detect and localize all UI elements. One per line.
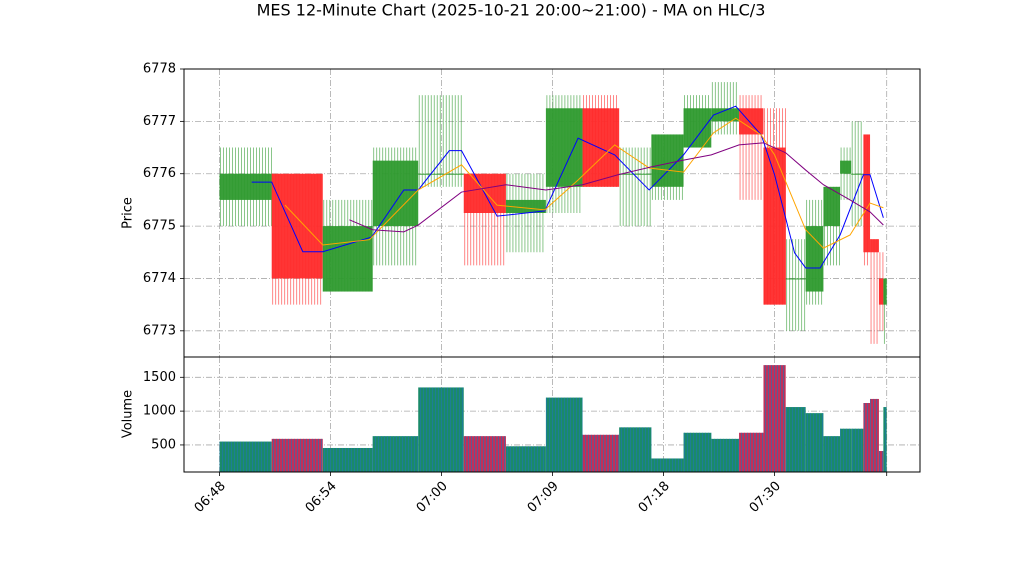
candle-body (683, 108, 712, 148)
volume-bar-stripe (878, 451, 884, 472)
y-tick-label: 6774 (143, 271, 176, 286)
volume-frame (183, 356, 921, 473)
candle-body (545, 108, 583, 187)
volume-bar-stripe (651, 458, 684, 472)
candle-body (739, 108, 764, 135)
candle-wick (418, 95, 464, 187)
moving-average-line (251, 105, 884, 269)
volume-axis-label: Volume (121, 390, 136, 438)
candle-body (878, 278, 884, 305)
y-tick-label: 6778 (143, 62, 176, 77)
volume-bar-stripe (851, 428, 864, 472)
candle-wick-group (870, 239, 878, 344)
candle-body (805, 226, 824, 292)
volume-bar-stripe (863, 403, 871, 472)
candle-body (505, 199, 546, 213)
volume-bar-stripe (763, 365, 786, 472)
candle-body (883, 278, 887, 305)
candle-body (619, 173, 652, 175)
volume-bar-stripe (505, 446, 546, 472)
moving-average-line (284, 117, 884, 249)
volume-bar-stripe (463, 436, 506, 472)
candle-body (711, 108, 740, 122)
y-tick-label: 1000 (143, 404, 176, 419)
volume-bar-stripe (805, 413, 824, 472)
volume-bar-stripe (372, 436, 419, 472)
y-tick-label: 1500 (143, 370, 176, 385)
y-tick-label: 6776 (143, 166, 176, 181)
candle-body (863, 134, 871, 253)
candle-body (372, 160, 419, 227)
volume-bar-stripe (582, 434, 620, 472)
candle-wick (870, 239, 879, 344)
moving-average-line (349, 142, 884, 233)
plot-layer: 6773677467756776677767785001000150006:48… (143, 62, 920, 516)
volume-bar-stripe (883, 407, 887, 472)
volume-bar-stripe (219, 441, 272, 472)
candle-body (322, 226, 373, 292)
volume-bar-stripe (739, 432, 764, 472)
candle-wick (786, 239, 806, 331)
volume-bar-stripe (545, 397, 583, 472)
candle-body (851, 173, 864, 175)
candle-body (219, 173, 272, 200)
volume-bar-stripe (870, 398, 879, 472)
y-tick-label: 500 (151, 437, 176, 452)
candle-wick-group (418, 95, 462, 187)
volume-bar-stripe (418, 387, 464, 472)
volume-bar-stripe (840, 428, 852, 472)
volume-bar-stripe (322, 447, 373, 472)
y-tick-label: 6775 (143, 219, 176, 234)
candle-body (418, 173, 464, 175)
candle-body (785, 278, 806, 280)
volume-bar-stripe (619, 427, 652, 472)
y-axis-label: Price (121, 197, 136, 229)
candle-body (582, 108, 620, 187)
candle-body (823, 186, 841, 227)
chart-title: MES 12-Minute Chart (2025-10-21 20:00~21… (257, 1, 766, 20)
candle-body (763, 147, 786, 305)
volume-bar-stripe (823, 436, 841, 472)
candle-body (271, 173, 323, 279)
volume-bar-stripe (785, 407, 806, 472)
volume-bar-stripe (711, 438, 740, 472)
y-tick-label: 6777 (143, 114, 176, 129)
volume-bar-stripe (271, 438, 323, 472)
candle-body (870, 239, 879, 253)
candle-body (840, 160, 852, 174)
volume-bar-stripe (683, 432, 712, 472)
y-tick-label: 6773 (143, 323, 176, 338)
